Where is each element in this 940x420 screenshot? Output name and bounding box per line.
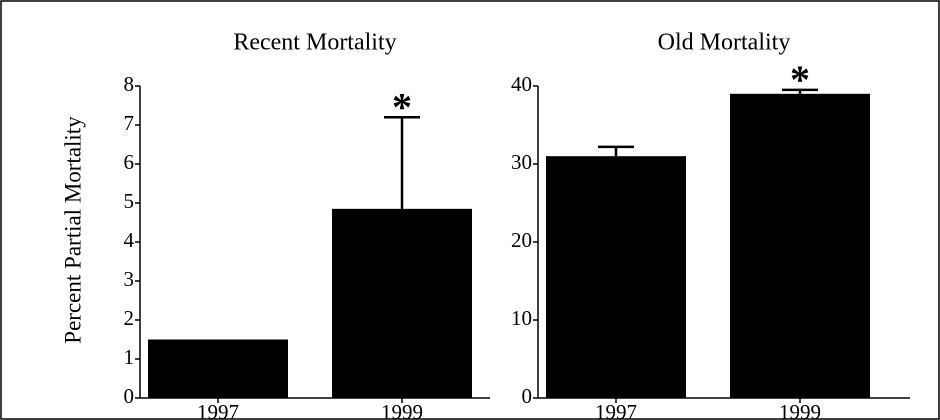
y-tick-label: 7 [124, 111, 135, 135]
y-tick-label: 4 [124, 228, 135, 252]
y-tick-label: 2 [124, 306, 135, 330]
y-tick-label: 40 [511, 72, 532, 96]
y-tick-label: 8 [124, 72, 135, 96]
y-tick-label: 3 [124, 267, 135, 291]
y-tick-label: 5 [124, 189, 135, 213]
error-bar [782, 88, 818, 94]
x-tick-label: 1997 [197, 400, 239, 420]
y-tick-label: 10 [511, 306, 532, 330]
bar [148, 339, 288, 398]
chart-title: Recent Mortality [233, 30, 396, 56]
x-tick-label: 1999 [381, 400, 423, 420]
bar [546, 156, 686, 398]
chart-title: Old Mortality [658, 30, 791, 56]
significance-marker: * [392, 84, 412, 129]
error-bar [384, 115, 420, 209]
y-tick-label: 30 [511, 150, 532, 174]
y-tick-label: 1 [124, 345, 135, 369]
y-tick-label: 0 [124, 384, 135, 408]
y-tick-label: 0 [522, 384, 533, 408]
bar [332, 208, 472, 398]
error-bar [598, 145, 634, 157]
x-tick-label: 1999 [779, 400, 821, 420]
x-tick-label: 1997 [595, 400, 637, 420]
bar [730, 93, 870, 399]
significance-marker: * [790, 57, 810, 102]
y-tick-label: 6 [124, 150, 135, 174]
y-tick-label: 20 [511, 228, 532, 252]
y-axis-label: Percent Partial Mortality [60, 116, 85, 344]
